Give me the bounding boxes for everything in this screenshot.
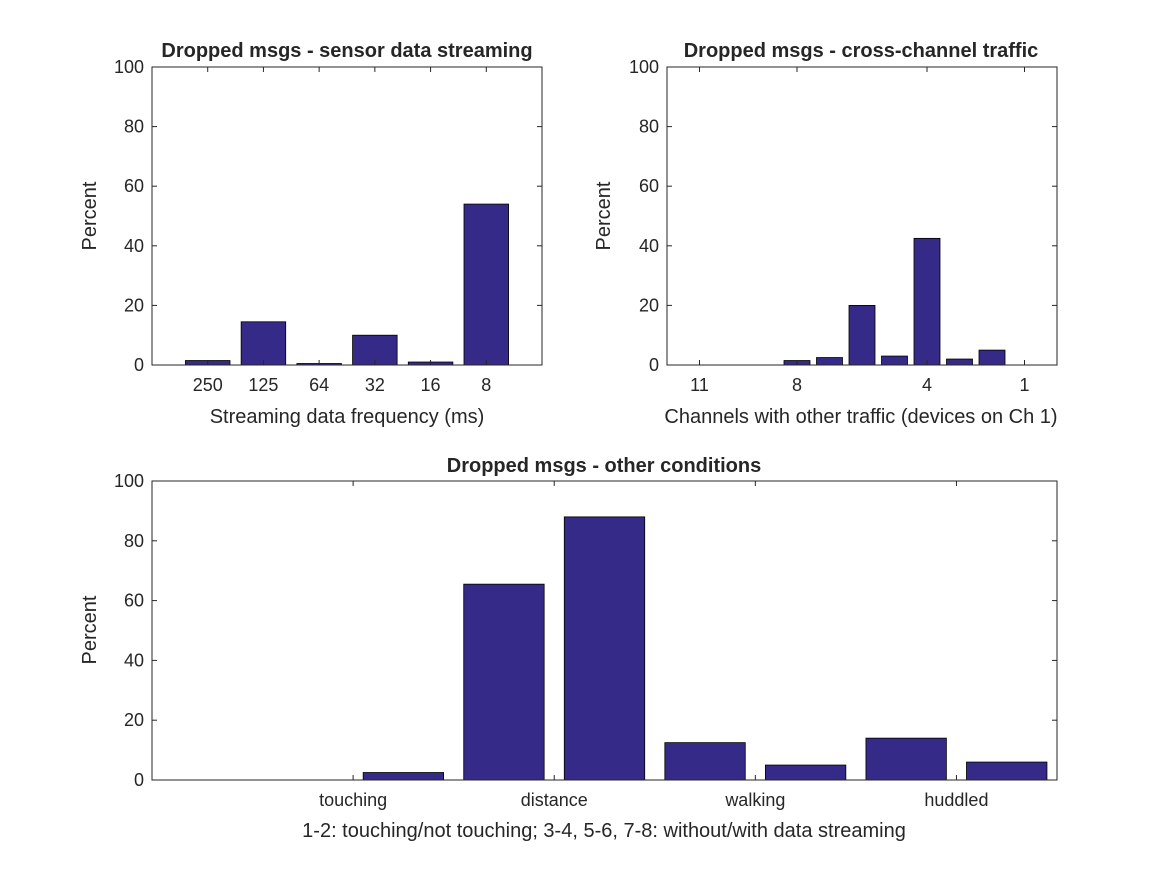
bar	[881, 355, 908, 366]
x-axis-label: Streaming data frequency (ms)	[210, 406, 485, 428]
x-tick-label: touching	[319, 790, 387, 810]
bar	[563, 516, 646, 781]
chart-title: Dropped msgs - cross-channel traffic	[684, 40, 1039, 62]
y-tick-label: 100	[629, 57, 659, 77]
x-tick-label: huddled	[924, 790, 988, 810]
y-tick-label: 40	[124, 650, 144, 670]
x-tick-label: 1	[1019, 375, 1029, 395]
plot-frame	[151, 480, 1058, 781]
chart-title: Dropped msgs - other conditions	[447, 455, 761, 477]
plot-frame	[151, 66, 543, 366]
x-tick-label: 16	[421, 375, 441, 395]
y-tick-label: 0	[134, 770, 144, 790]
y-tick-label: 80	[124, 117, 144, 137]
x-tick-label: 11	[690, 375, 709, 395]
bar	[966, 761, 1048, 781]
x-tick-label: 4	[922, 375, 932, 395]
x-tick-label: 64	[309, 375, 329, 395]
sensor-streaming-chart: Dropped msgs - sensor data streaming Per…	[79, 40, 543, 428]
y-tick-label: 20	[124, 710, 144, 730]
chart-title: Dropped msgs - sensor data streaming	[161, 40, 532, 62]
cross-channel-chart: Dropped msgs - cross-channel traffic Per…	[593, 40, 1058, 428]
y-tick-label: 60	[124, 176, 144, 196]
x-tick-label: 125	[248, 375, 278, 395]
bar	[913, 237, 941, 366]
plot-frame	[666, 66, 1058, 366]
x-tick-label: distance	[521, 790, 588, 810]
x-axis-label: Channels with other traffic (devices on …	[664, 406, 1057, 428]
bar	[865, 737, 947, 781]
y-axis-label: Percent	[79, 595, 101, 664]
bar	[978, 349, 1006, 366]
bar	[816, 357, 843, 366]
y-tick-label: 20	[124, 295, 144, 315]
y-tick-label: 0	[649, 355, 659, 375]
x-tick-label: 8	[792, 375, 802, 395]
y-tick-label: 60	[639, 176, 659, 196]
bar	[946, 358, 973, 366]
bar	[848, 304, 876, 366]
bar	[362, 772, 445, 781]
bar	[664, 742, 746, 781]
x-tick-label: 250	[193, 375, 223, 395]
y-tick-label: 100	[114, 57, 144, 77]
bar	[240, 321, 287, 366]
y-tick-label: 20	[639, 295, 659, 315]
y-tick-label: 0	[134, 355, 144, 375]
bar	[463, 583, 545, 781]
y-tick-label: 40	[124, 236, 144, 256]
y-axis-label: Percent	[79, 181, 101, 250]
x-tick-label: walking	[724, 790, 785, 810]
x-tick-label: 8	[481, 375, 491, 395]
y-tick-label: 80	[124, 531, 144, 551]
y-tick-label: 80	[639, 117, 659, 137]
y-tick-label: 100	[114, 471, 144, 491]
bar	[463, 203, 509, 366]
bar	[764, 764, 847, 781]
other-conditions-chart: Dropped msgs - other conditions Percent …	[79, 455, 1058, 842]
y-tick-label: 40	[639, 236, 659, 256]
y-axis-label: Percent	[593, 181, 615, 250]
x-tick-label: 32	[365, 375, 385, 395]
y-tick-label: 60	[124, 591, 144, 611]
x-axis-label: 1-2: touching/not touching; 3-4, 5-6, 7-…	[302, 820, 906, 842]
